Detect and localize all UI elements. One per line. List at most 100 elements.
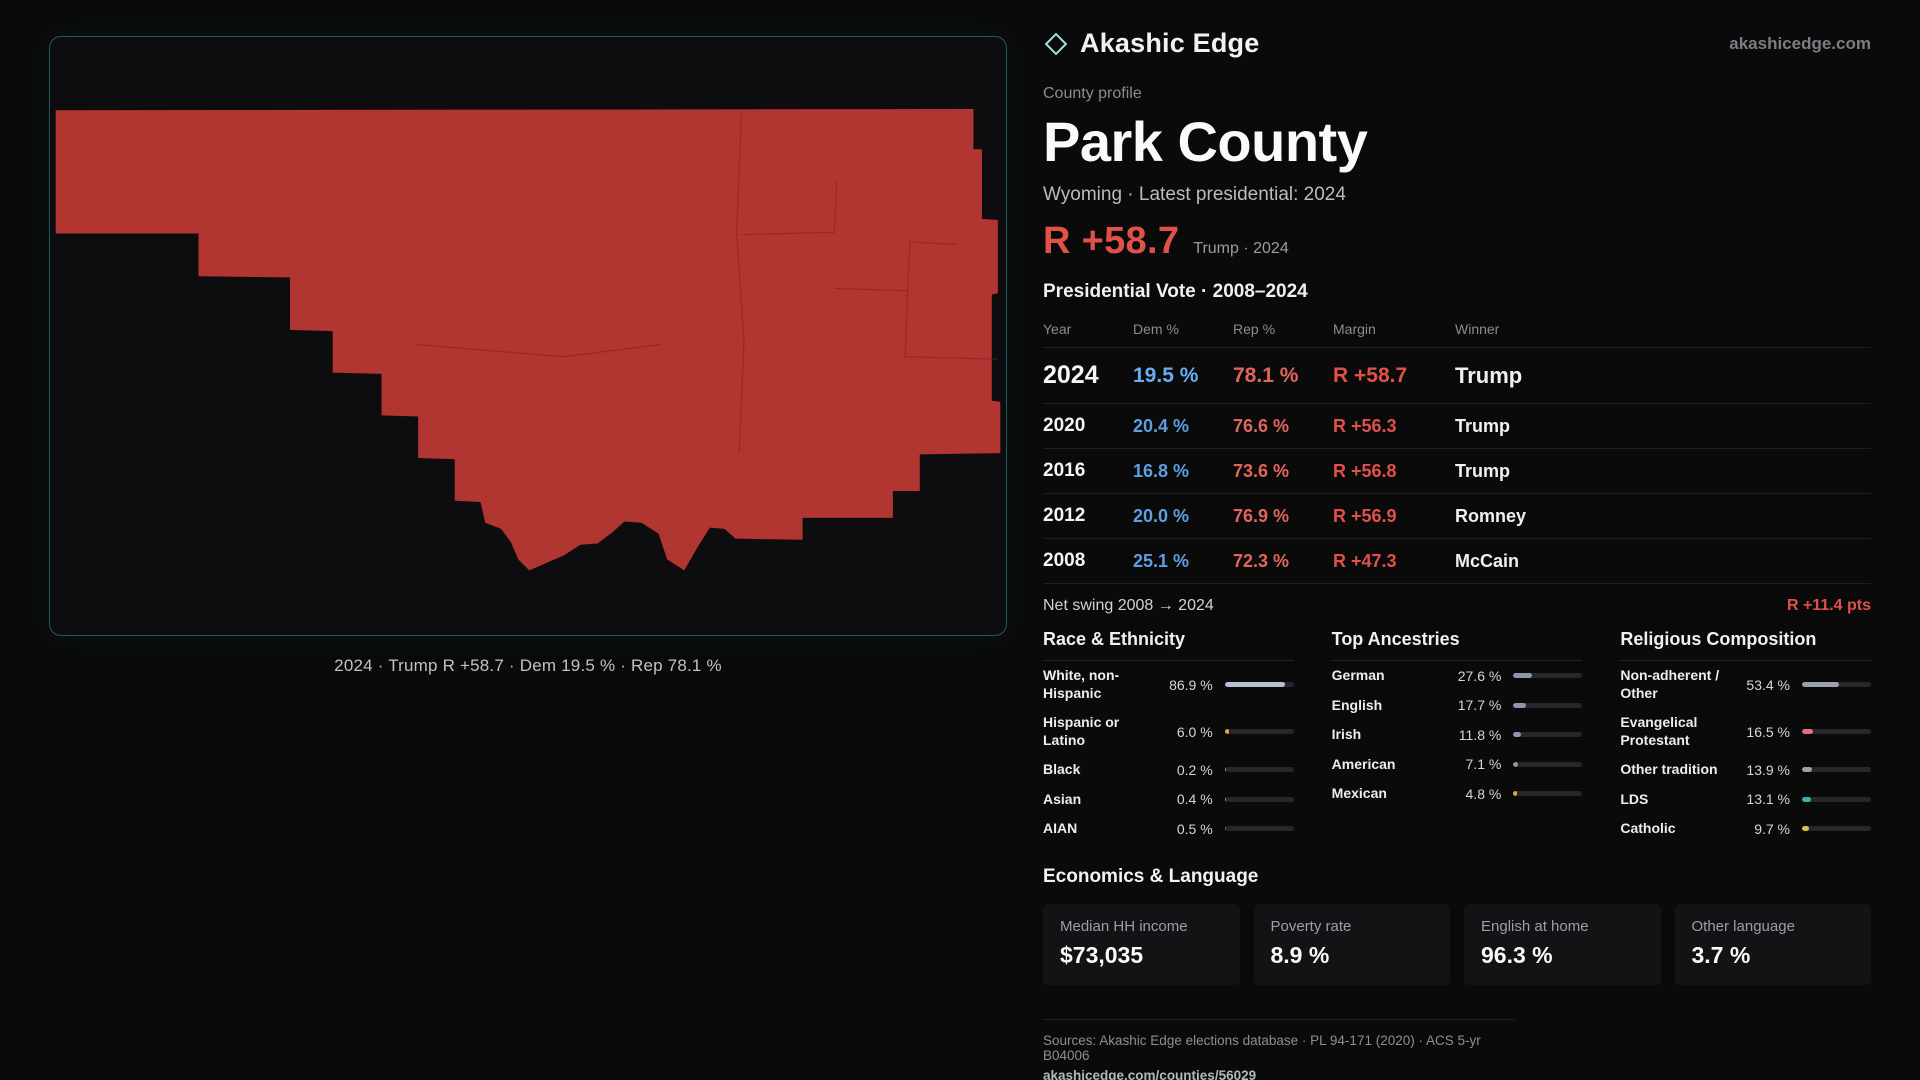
headline-margin-row: R +58.7 Trump · 2024 [1043, 220, 1871, 263]
vote-rep: 76.6 % [1233, 415, 1290, 436]
metric-bar-fill [1224, 729, 1229, 734]
vote-table: Year Dem % Rep % Margin Winner 2024 19.5… [1043, 315, 1871, 584]
metric-label: Hispanic or Latino [1043, 714, 1120, 748]
vote-dem: 19.5 % [1133, 363, 1199, 387]
section-title: Top Ancestries [1331, 629, 1583, 661]
metric-sections: Race & Ethnicity White, non-Hispanic 86.… [1043, 629, 1871, 844]
metric-bar-fill [1802, 767, 1812, 773]
table-row: 2008 25.1 % 72.3 % R +47.3 McCain [1043, 539, 1871, 584]
map-column: 2024 · Trump R +58.7 · Dem 19.5 % · Rep … [49, 36, 1007, 675]
metric-bar-track [1802, 682, 1871, 687]
metric-value: 27.6 % [1457, 667, 1502, 684]
vote-winner: Romney [1455, 505, 1527, 526]
list-item: AIAN 0.5 % [1043, 814, 1294, 844]
footer: Sources: Akashic Edge elections database… [1043, 1018, 1515, 1080]
metric-bar-fill [1513, 732, 1522, 738]
metric-bar-track [1513, 761, 1583, 767]
table-row: 2020 20.4 % 76.6 % R +56.3 Trump [1043, 404, 1871, 449]
metric-label: Mexican [1331, 785, 1387, 801]
list-item: American 7.1 % [1332, 750, 1583, 780]
metric-bar-track [1513, 702, 1583, 708]
vote-dem: 16.8 % [1133, 460, 1190, 481]
brand-site-link[interactable]: akashicedge.com [1729, 33, 1871, 53]
vote-winner: Trump [1455, 460, 1511, 481]
list-item: Mexican 4.8 % [1332, 779, 1583, 809]
page-title: Park County [1043, 110, 1368, 173]
table-row: 2024 19.5 % 78.1 % R +58.7 Trump [1043, 348, 1871, 404]
vote-margin: R +58.7 [1333, 363, 1408, 387]
county-map [55, 109, 1001, 571]
vote-year: 2016 [1043, 460, 1086, 481]
metric-bar-track [1513, 673, 1583, 679]
header: Akashic Edge akashicedge.com [1043, 28, 1871, 59]
economics-stats: Median HH income $73,035 Poverty rate 8.… [1043, 903, 1871, 985]
footer-sources: Sources: Akashic Edge elections database… [1043, 1032, 1481, 1063]
county-map-panel [49, 36, 1007, 636]
list-item: Non-adherent / Other 53.4 % [1620, 661, 1871, 708]
metric-bar-fill [1224, 826, 1227, 832]
metric-bar-fill [1224, 767, 1227, 773]
metric-bar-track [1513, 732, 1583, 738]
metric-bar-track [1802, 826, 1871, 832]
metric-bar-track [1224, 767, 1294, 773]
stat-value: $73,035 [1060, 941, 1144, 968]
vote-margin: R +47.3 [1333, 550, 1397, 571]
col-rep: Rep % [1233, 321, 1276, 337]
section-title: Race & Ethnicity [1043, 629, 1294, 661]
metric-bar-fill [1513, 673, 1533, 679]
metric-bar-fill [1513, 761, 1519, 767]
section-title: Religious Composition [1620, 629, 1871, 661]
stat-label: Poverty rate [1270, 917, 1352, 935]
metric-value: 11.8 % [1458, 726, 1502, 743]
vote-year: 2020 [1043, 415, 1086, 436]
diamond-logo-icon [1044, 32, 1068, 55]
metric-bar-track [1224, 796, 1294, 802]
metric-bar-fill [1802, 826, 1809, 832]
net-swing-label: Net swing 2008 → 2024 [1043, 597, 1214, 614]
metric-bar-track [1802, 729, 1871, 734]
vote-year: 2008 [1043, 550, 1086, 571]
vote-rep: 73.6 % [1233, 460, 1290, 481]
stat-label: English at home [1481, 917, 1589, 935]
subtitle: Wyoming · Latest presidential: 2024 [1043, 184, 1346, 205]
vote-margin: R +56.8 [1333, 460, 1397, 481]
table-row: 2012 20.0 % 76.9 % R +56.9 Romney [1043, 494, 1871, 539]
stat-box: Poverty rate 8.9 % [1253, 903, 1450, 985]
stat-box: Other language 3.7 % [1674, 903, 1871, 985]
metric-bar-track [1802, 767, 1871, 773]
headline-margin: R +58.7 [1043, 220, 1180, 262]
metric-bar-track [1224, 826, 1294, 832]
metric-label: German [1331, 667, 1385, 683]
vote-winner: Trump [1455, 415, 1511, 436]
subdivision-boundaries [416, 110, 998, 454]
col-year: Year [1043, 321, 1072, 337]
metric-value: 53.4 % [1746, 676, 1790, 693]
metric-label: White, non-Hispanic [1043, 667, 1120, 701]
footer-permalink[interactable]: akashicedge.com/counties/56029 [1043, 1067, 1257, 1080]
metric-bar-fill [1224, 796, 1227, 802]
metric-value: 17.7 % [1457, 697, 1502, 714]
vote-dem: 25.1 % [1133, 550, 1190, 571]
vote-table-header: Year Dem % Rep % Margin Winner [1043, 315, 1871, 348]
vote-table-title: Presidential Vote · 2008–2024 [1043, 281, 1308, 302]
metric-bar-fill [1513, 702, 1526, 708]
stat-value: 8.9 % [1270, 941, 1330, 968]
list-item: German 27.6 % [1332, 661, 1583, 691]
vote-winner: Trump [1455, 362, 1523, 388]
metric-value: 9.7 % [1754, 820, 1790, 837]
list-item: Catholic 9.7 % [1620, 814, 1871, 844]
list-item: Other tradition 13.9 % [1620, 755, 1871, 785]
metric-label: Black [1043, 761, 1081, 777]
vote-rep: 72.3 % [1233, 550, 1290, 571]
section-ancestries: Top Ancestries German 27.6 % English 17.… [1331, 629, 1583, 844]
metric-bar-fill [1513, 791, 1517, 797]
stat-box: Median HH income $73,035 [1043, 903, 1240, 985]
list-item: Hispanic or Latino 6.0 % [1043, 708, 1294, 755]
vote-rep: 78.1 % [1233, 363, 1299, 387]
vote-year: 2024 [1043, 361, 1099, 389]
metric-label: Other tradition [1620, 761, 1718, 777]
metric-value: 0.5 % [1176, 820, 1213, 837]
metric-bar-fill [1802, 682, 1839, 687]
list-item: LDS 13.1 % [1620, 785, 1871, 815]
vote-margin: R +56.9 [1333, 505, 1397, 526]
